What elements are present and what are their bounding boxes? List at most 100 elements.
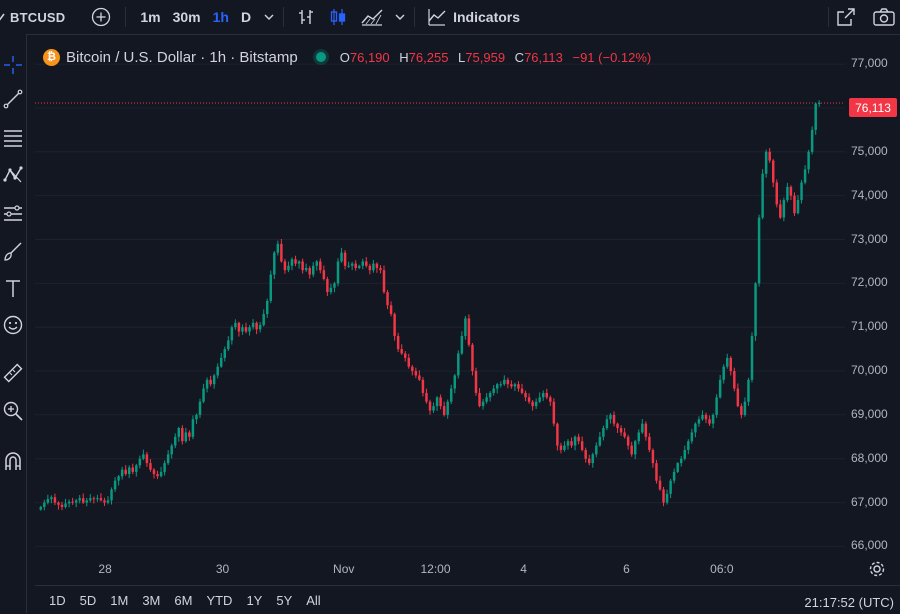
open-value: 76,190 <box>349 49 390 65</box>
range-6m[interactable]: 6M <box>174 592 193 608</box>
fib-tool[interactable] <box>0 124 26 150</box>
range-all[interactable]: All <box>306 592 321 608</box>
y-tick-label: 74,000 <box>851 187 888 202</box>
candle-body <box>467 318 471 345</box>
brush-tool[interactable] <box>0 238 26 264</box>
candle-body <box>449 388 453 402</box>
candle-body <box>641 423 644 433</box>
text-tool[interactable] <box>0 275 26 301</box>
axis-settings-button[interactable] <box>868 560 886 581</box>
candle-body <box>595 445 598 455</box>
candle-body <box>471 344 474 372</box>
legend-title[interactable]: Bitcoin / U.S. Dollar · 1h · Bitstamp <box>66 48 298 66</box>
chart-legend: ₿ Bitcoin / U.S. Dollar · 1h · Bitstamp … <box>43 47 657 67</box>
candle-body <box>379 268 382 271</box>
candle-body <box>127 467 131 475</box>
range-1m[interactable]: 1M <box>110 592 129 608</box>
candle-body <box>796 200 800 214</box>
candle-body <box>311 265 315 275</box>
interval-1m[interactable]: 1m <box>140 9 161 25</box>
indicators-icon <box>428 9 446 26</box>
forecast-tool[interactable] <box>0 200 26 226</box>
crosshair-tool[interactable] <box>0 52 26 78</box>
candle-body <box>722 366 725 380</box>
chevron-down-icon <box>264 14 274 20</box>
magnet-tool[interactable] <box>0 448 26 474</box>
candle-body <box>365 261 368 266</box>
chart-type-dropdown[interactable] <box>394 11 406 23</box>
candle-body <box>428 401 432 411</box>
candle-body <box>124 469 127 475</box>
candle-body <box>237 322 241 332</box>
candle-body <box>173 436 177 446</box>
candle-body <box>400 349 403 354</box>
candle-body <box>488 392 492 398</box>
compare-add-button[interactable] <box>91 7 111 27</box>
candle-body <box>411 366 414 372</box>
interval-d[interactable]: D <box>240 9 252 25</box>
candle-body <box>442 406 446 415</box>
range-ytd[interactable]: YTD <box>206 592 233 608</box>
trendline-tool[interactable] <box>0 86 26 112</box>
candle-body <box>418 375 421 380</box>
range-1d[interactable]: 1D <box>49 592 66 608</box>
candle-body <box>584 449 587 459</box>
interval-30m[interactable]: 30m <box>172 9 201 25</box>
interval-1h[interactable]: 1h <box>212 9 229 25</box>
range-3m[interactable]: 3M <box>142 592 161 608</box>
candle-body <box>368 265 372 271</box>
candle-body <box>85 500 89 503</box>
candle-body <box>623 432 626 437</box>
pattern-tool[interactable] <box>0 162 26 188</box>
candle-body <box>768 151 771 161</box>
candle-body <box>566 441 570 446</box>
candle-body <box>326 278 329 293</box>
candle-body <box>729 357 733 372</box>
candle-body <box>800 182 803 201</box>
range-5d[interactable]: 5D <box>79 592 97 608</box>
bar-chart-type-button[interactable] <box>296 7 316 27</box>
candle-body <box>665 493 669 503</box>
candle-body <box>687 441 690 450</box>
candle-body <box>510 384 513 387</box>
y-tick-label: 73,000 <box>851 231 888 246</box>
candle-body <box>216 366 219 376</box>
interval-dropdown[interactable] <box>263 11 275 23</box>
candle-body <box>764 151 768 174</box>
measure-tool[interactable] <box>0 360 26 386</box>
candles-chart-type-button[interactable] <box>328 7 348 27</box>
snapshot-button[interactable] <box>872 6 896 28</box>
market-status-icon <box>315 52 326 62</box>
candle-body <box>188 432 191 437</box>
area-chart-type-button[interactable] <box>360 7 384 27</box>
drawing-toolbar <box>0 34 27 613</box>
candle-body <box>43 502 46 507</box>
candle-body <box>407 357 411 367</box>
candle-body <box>789 186 793 196</box>
emoji-tool[interactable] <box>0 312 26 338</box>
fullscreen-button[interactable] <box>835 6 857 28</box>
candle-body <box>559 445 563 450</box>
candle-body <box>435 397 439 407</box>
candle-body <box>662 489 665 503</box>
price-chart[interactable] <box>35 40 845 553</box>
candle-body <box>612 414 616 424</box>
range-1y[interactable]: 1Y <box>246 592 263 608</box>
zoom-tool[interactable] <box>0 398 26 424</box>
utc-clock[interactable]: 21:17:52 (UTC) <box>804 595 894 610</box>
range-5y[interactable]: 5Y <box>276 592 293 608</box>
candle-body <box>287 265 290 271</box>
chevron-down-icon <box>395 14 405 20</box>
magnet-icon <box>5 452 21 470</box>
indicators-button[interactable]: Indicators <box>427 7 520 27</box>
candle-body <box>757 217 761 284</box>
candle-body <box>396 335 400 350</box>
x-tick-label: Nov <box>333 562 355 576</box>
candle-body <box>782 200 786 218</box>
symbol-search[interactable]: BTCUSD <box>0 10 65 25</box>
candle-body <box>329 287 333 293</box>
horizontal-lines-icon <box>4 130 22 147</box>
candle-body <box>421 379 425 393</box>
candle-body <box>120 469 124 477</box>
candle-body <box>177 428 181 437</box>
